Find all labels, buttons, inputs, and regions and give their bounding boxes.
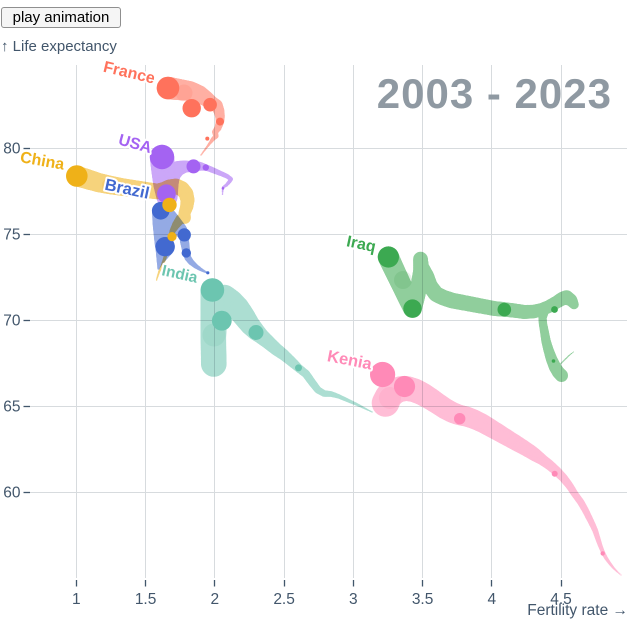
svg-text:1: 1 — [72, 591, 81, 608]
svg-text:70: 70 — [3, 312, 21, 329]
svg-text:4: 4 — [487, 591, 496, 608]
svg-text:65: 65 — [3, 398, 20, 415]
svg-text:4.5: 4.5 — [550, 591, 572, 608]
svg-text:2.5: 2.5 — [273, 591, 295, 608]
svg-text:3: 3 — [349, 591, 358, 608]
svg-text:60: 60 — [3, 484, 21, 501]
svg-text:80: 80 — [3, 140, 21, 157]
svg-text:3.5: 3.5 — [412, 591, 434, 608]
svg-text:Fertility rate →: Fertility rate → — [527, 602, 628, 619]
svg-text:2: 2 — [210, 591, 219, 608]
svg-text:75: 75 — [3, 226, 20, 243]
svg-text:1.5: 1.5 — [135, 591, 157, 608]
svg-text:2003 - 2023: 2003 - 2023 — [377, 70, 612, 117]
